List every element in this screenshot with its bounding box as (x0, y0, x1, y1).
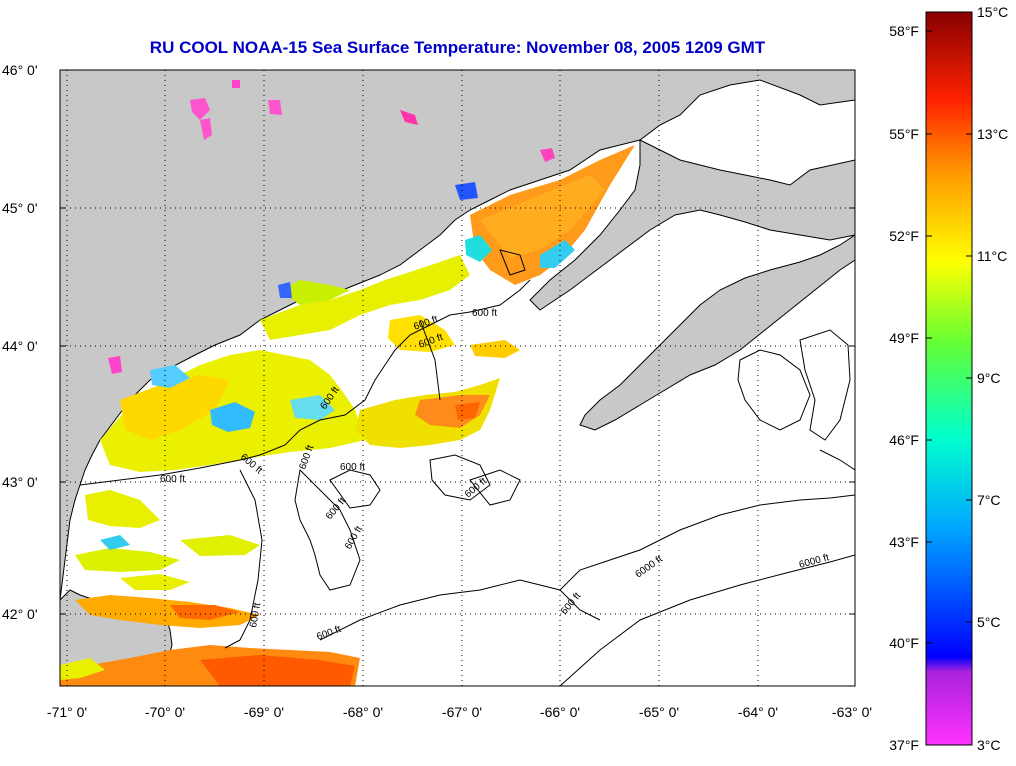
land-nova-scotia (579, 234, 855, 431)
contour-label: 600 ft (340, 462, 365, 473)
contour-label: 600 ft (248, 602, 263, 629)
longitude-axis: -71° 0' -70° 0' -69° 0' -68° 0' -67° 0' … (47, 704, 872, 720)
colorbar-c-label: 13°C (977, 126, 1008, 142)
lon-label: -69° 0' (244, 704, 284, 720)
colorbar-gradient (925, 11, 973, 746)
land-mainland-north (60, 70, 855, 601)
lat-label: 46° 0' (2, 62, 38, 78)
colorbar-c-label: 3°C (977, 737, 1001, 753)
map-title: RU COOL NOAA-15 Sea Surface Temperature:… (149, 38, 766, 57)
lon-label: -65° 0' (639, 704, 679, 720)
colorbar-ticks (926, 30, 972, 644)
colorbar-f-label: 58°F (889, 23, 919, 39)
colorbar-fahrenheit-labels: 58°F 55°F 52°F 49°F 46°F 43°F 40°F 37°F (889, 23, 919, 753)
colorbar-c-label: 15°C (977, 4, 1008, 20)
colorbar-celsius-labels: 15°C 13°C 11°C 9°C 7°C 5°C 3°C (977, 4, 1008, 753)
colorbar-f-label: 52°F (889, 228, 919, 244)
frame-ticks (60, 69, 855, 615)
colorbar-c-label: 7°C (977, 492, 1001, 508)
colorbar-f-label: 37°F (889, 737, 919, 753)
colorbar-f-label: 43°F (889, 534, 919, 550)
colorbar-f-label: 40°F (889, 635, 919, 651)
colorbar-f-label: 46°F (889, 432, 919, 448)
lat-label: 42° 0' (2, 606, 38, 622)
sst-data-overlay (60, 80, 635, 686)
bathymetry-contours (79, 249, 855, 686)
lon-label: -71° 0' (47, 704, 87, 720)
lon-label: -68° 0' (343, 704, 383, 720)
lon-label: -64° 0' (738, 704, 778, 720)
colorbar: 58°F 55°F 52°F 49°F 46°F 43°F 40°F 37°F … (889, 4, 1008, 753)
lon-label: -67° 0' (442, 704, 482, 720)
lat-label: 45° 0' (2, 200, 38, 216)
colorbar-c-label: 11°C (977, 248, 1007, 264)
lat-label: 44° 0' (2, 338, 38, 354)
lon-label: -66° 0' (540, 704, 580, 720)
contour-label: 600 ft (472, 308, 497, 319)
colorbar-c-label: 5°C (977, 614, 1001, 630)
lon-label: -63° 0' (832, 704, 872, 720)
lon-label: -70° 0' (145, 704, 185, 720)
land-new-brunswick (529, 139, 855, 311)
latitude-axis: 46° 0' 45° 0' 44° 0' 43° 0' 42° 0' (2, 62, 38, 622)
colorbar-f-label: 55°F (889, 126, 919, 142)
lat-label: 43° 0' (2, 474, 38, 490)
colorbar-f-label: 49°F (889, 330, 919, 346)
map-frame (59, 69, 856, 687)
contour-label: 600 ft (160, 474, 185, 485)
colorbar-c-label: 9°C (977, 370, 1001, 386)
